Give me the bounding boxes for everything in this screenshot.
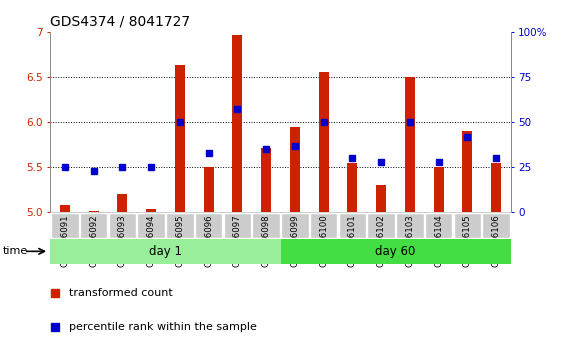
Bar xyxy=(462,131,472,212)
FancyBboxPatch shape xyxy=(252,213,280,239)
Text: time: time xyxy=(3,246,28,256)
Text: day 60: day 60 xyxy=(375,245,416,258)
Bar xyxy=(89,211,99,212)
FancyBboxPatch shape xyxy=(166,213,194,239)
Text: GSM586094: GSM586094 xyxy=(146,215,155,267)
Text: GSM586102: GSM586102 xyxy=(376,215,385,267)
FancyBboxPatch shape xyxy=(482,213,510,239)
Text: GSM586099: GSM586099 xyxy=(291,215,300,267)
Text: GSM586096: GSM586096 xyxy=(204,215,213,267)
Text: GSM586103: GSM586103 xyxy=(406,215,415,267)
FancyBboxPatch shape xyxy=(195,213,222,239)
FancyBboxPatch shape xyxy=(454,213,481,239)
Text: GSM586104: GSM586104 xyxy=(434,215,443,267)
FancyBboxPatch shape xyxy=(396,213,424,239)
FancyBboxPatch shape xyxy=(281,213,309,239)
Text: GSM586091: GSM586091 xyxy=(61,215,70,267)
FancyBboxPatch shape xyxy=(109,213,136,239)
Text: day 1: day 1 xyxy=(149,245,182,258)
Bar xyxy=(434,167,444,212)
Bar xyxy=(261,148,271,212)
Text: GSM586092: GSM586092 xyxy=(89,215,98,267)
Bar xyxy=(204,167,214,212)
Bar xyxy=(146,209,156,212)
FancyBboxPatch shape xyxy=(310,213,337,239)
FancyBboxPatch shape xyxy=(137,213,165,239)
Bar xyxy=(319,72,329,212)
FancyBboxPatch shape xyxy=(80,213,107,239)
Bar xyxy=(280,239,511,264)
Bar xyxy=(50,239,280,264)
Text: GSM586097: GSM586097 xyxy=(233,215,242,267)
Bar xyxy=(175,65,185,212)
Bar xyxy=(232,35,242,212)
FancyBboxPatch shape xyxy=(224,213,251,239)
Bar xyxy=(290,127,300,212)
Bar xyxy=(60,205,70,212)
Bar xyxy=(347,163,357,212)
FancyBboxPatch shape xyxy=(339,213,366,239)
FancyBboxPatch shape xyxy=(367,213,395,239)
Bar xyxy=(491,163,501,212)
Text: GSM586101: GSM586101 xyxy=(348,215,357,267)
Text: GSM586095: GSM586095 xyxy=(176,215,185,267)
Text: percentile rank within the sample: percentile rank within the sample xyxy=(69,321,257,332)
Text: GSM586105: GSM586105 xyxy=(463,215,472,267)
FancyBboxPatch shape xyxy=(51,213,79,239)
FancyBboxPatch shape xyxy=(425,213,452,239)
Text: GSM586100: GSM586100 xyxy=(319,215,328,267)
Text: GSM586098: GSM586098 xyxy=(261,215,270,267)
Text: GSM586093: GSM586093 xyxy=(118,215,127,267)
Text: GDS4374 / 8041727: GDS4374 / 8041727 xyxy=(50,14,191,28)
Text: GSM586106: GSM586106 xyxy=(491,215,500,267)
Text: transformed count: transformed count xyxy=(69,288,173,298)
Bar xyxy=(405,77,415,212)
Bar xyxy=(117,194,127,212)
Bar xyxy=(376,185,386,212)
